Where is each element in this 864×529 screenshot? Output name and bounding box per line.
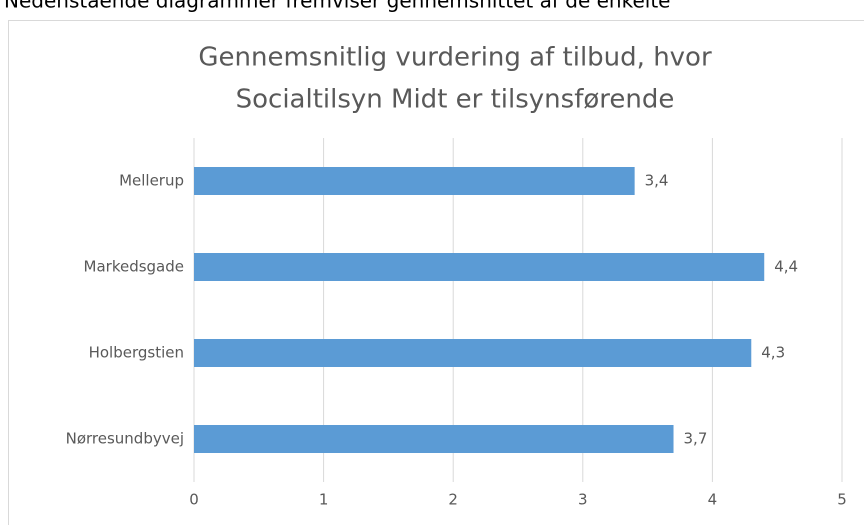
bar [194, 339, 751, 367]
bar [194, 425, 674, 453]
chart-title: Socialtilsyn Midt er tilsynsførende [236, 85, 675, 115]
caption: Nedenstående diagrammer fremviser gennem… [4, 0, 670, 13]
value-label: 4,4 [774, 258, 798, 276]
value-label: 3,4 [645, 172, 669, 190]
y-tick-label: Markedsgade [84, 258, 184, 276]
y-tick-label: Holbergstien [89, 344, 184, 362]
value-label: 4,3 [761, 344, 785, 362]
x-tick-label: 1 [319, 491, 329, 509]
value-label: 3,7 [684, 430, 708, 448]
x-tick-label: 5 [837, 491, 847, 509]
bar [194, 253, 764, 281]
x-tick-label: 4 [708, 491, 718, 509]
y-tick-label: Nørresundbyvej [66, 430, 184, 448]
y-tick-label: Mellerup [119, 172, 184, 190]
bar [194, 167, 635, 195]
x-tick-label: 3 [578, 491, 588, 509]
x-tick-label: 0 [189, 491, 199, 509]
chart-title: Gennemsnitlig vurdering af tilbud, hvor [198, 43, 712, 73]
x-tick-label: 2 [448, 491, 458, 509]
